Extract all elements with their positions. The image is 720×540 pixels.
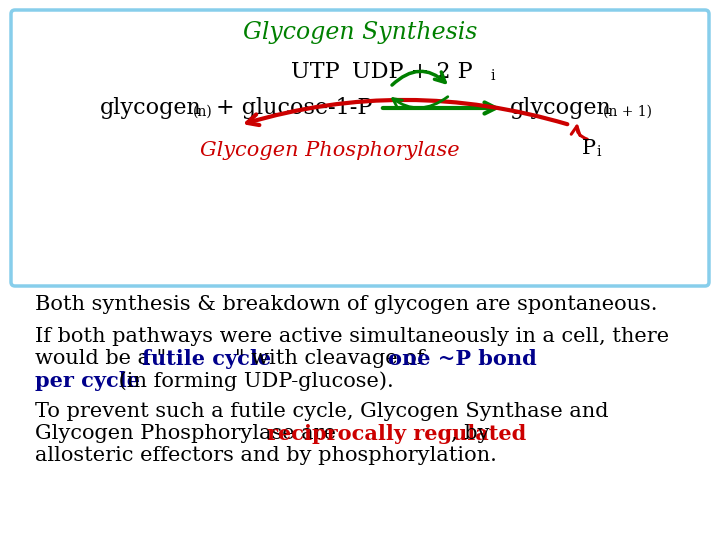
Text: reciprocally regulated: reciprocally regulated bbox=[267, 424, 526, 444]
Text: glycogen: glycogen bbox=[100, 97, 202, 119]
Text: UTP: UTP bbox=[292, 61, 340, 83]
Text: glycogen: glycogen bbox=[510, 97, 612, 119]
Text: + glucose-1-P: + glucose-1-P bbox=[216, 97, 372, 119]
Text: one ~P bond: one ~P bond bbox=[388, 349, 536, 369]
Text: Glycogen Phosphorylase are: Glycogen Phosphorylase are bbox=[35, 424, 343, 443]
Text: allosteric effectors and by phosphorylation.: allosteric effectors and by phosphorylat… bbox=[35, 446, 497, 465]
Text: , by: , by bbox=[451, 424, 490, 443]
FancyBboxPatch shape bbox=[11, 10, 709, 286]
Text: futile cycle: futile cycle bbox=[142, 349, 271, 369]
Text: (n): (n) bbox=[193, 105, 212, 119]
Text: (in forming UDP-glucose).: (in forming UDP-glucose). bbox=[112, 371, 394, 390]
Text: UDP + 2 P: UDP + 2 P bbox=[352, 61, 472, 83]
Text: Glycogen Phosphorylase: Glycogen Phosphorylase bbox=[200, 140, 459, 159]
Text: P: P bbox=[582, 138, 596, 158]
Text: To prevent such a futile cycle, Glycogen Synthase and: To prevent such a futile cycle, Glycogen… bbox=[35, 402, 608, 421]
Text: " with cleavage of: " with cleavage of bbox=[235, 349, 431, 368]
Text: per cycle: per cycle bbox=[35, 371, 140, 391]
Text: i: i bbox=[596, 145, 600, 159]
Text: would be a ": would be a " bbox=[35, 349, 166, 368]
Text: i: i bbox=[490, 69, 495, 83]
Text: Both synthesis & breakdown of glycogen are spontaneous.: Both synthesis & breakdown of glycogen a… bbox=[35, 295, 657, 314]
Text: If both pathways were active simultaneously in a cell, there: If both pathways were active simultaneou… bbox=[35, 327, 669, 346]
Text: (n + 1): (n + 1) bbox=[603, 105, 652, 119]
Text: Glycogen Synthesis: Glycogen Synthesis bbox=[243, 21, 477, 44]
